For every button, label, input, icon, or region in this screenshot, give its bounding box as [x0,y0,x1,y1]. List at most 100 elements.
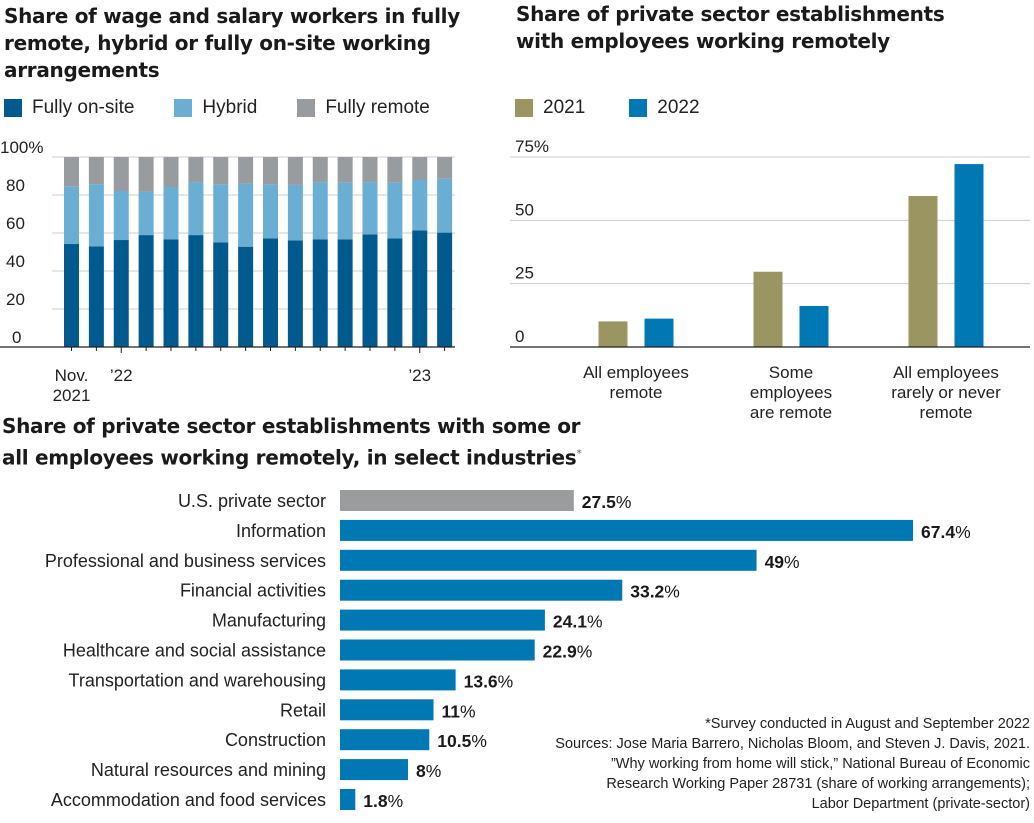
value-number: 27.5 [582,492,616,512]
value-number: 10.5 [437,731,471,751]
bar-segment-hybrid [138,191,154,236]
category-label: Manufacturing [212,611,326,631]
category-label: Accommodation and food services [51,790,326,810]
x-tick-label: ’22 [110,366,133,385]
bar-segment-fully-on-site [263,238,278,347]
bar-segment-fully-on-site [412,230,428,347]
legend-label-2022: 2022 [657,97,700,118]
value-percent-sign: % [616,492,632,512]
bar-segment-fully-on-site [238,246,254,347]
chart1-legend: Fully on-site Hybrid Fully remote [4,97,470,119]
bar-segment-fully-remote [312,157,328,183]
x-category-label: Some [769,363,813,382]
bar-segment-fully-remote [88,157,104,185]
bar-segment-hybrid [412,179,428,231]
bar-segment-fully-on-site [387,238,403,347]
bar-segment-hybrid [312,182,328,240]
bar-2021 [908,196,938,347]
y-tick-label: 50 [515,200,534,219]
bar-segment-fully-remote [387,157,403,183]
x-tick-label: ’23 [408,366,431,385]
bar-segment-fully-remote [263,157,278,185]
bar-segment-hybrid [287,184,303,241]
bar-segment-fully-remote [188,157,204,183]
y-tick-label: 25 [515,264,534,283]
chart1-plot: 0 20 40 60 80 100% Nov.2021 ’22 ’23 [0,138,455,405]
legend-item-hybrid: Hybrid [174,97,257,119]
value-number: 24.1 [553,612,587,632]
y-tick-label: 0 [12,328,21,347]
y-tick-label: 20 [6,290,25,309]
chart3-title-footnote-mark: * [576,447,582,460]
bar [340,699,434,721]
y-tick-label: 80 [6,176,25,195]
value-number: 11 [442,701,461,721]
bar-segment-fully-on-site [437,232,453,347]
y-tick-label: 40 [6,252,25,271]
legend-label-remote: Fully remote [325,97,430,118]
legend-swatch-hybrid [174,99,193,117]
bar-segment-fully-remote [412,157,428,180]
source-line: ”Why working from home will stick,” Nati… [610,756,1030,772]
bar-segment-hybrid [163,187,179,240]
x-tick-label: Nov. [55,366,89,385]
x-category-label: are remote [750,403,832,422]
value-percent-sign: % [577,642,593,662]
bar-segment-fully-remote [138,157,154,192]
bar-segment-fully-remote [337,157,353,183]
value-label: 1.8% [363,791,403,811]
value-percent-sign: % [426,761,442,781]
source-line: Research Working Paper 28731 (share of w… [606,776,1030,792]
bar-segment-fully-remote [437,157,453,179]
category-label: Healthcare and social assistance [63,641,326,661]
bar-segment-fully-on-site [337,239,353,347]
y-tick-label: 75% [515,137,549,156]
y-tick-label: 0 [515,327,524,346]
value-percent-sign: % [471,731,487,751]
bar [340,490,574,511]
x-category-label: All employees [583,363,689,382]
x-category-label: rarely or never [891,383,1001,402]
chart3-title: Share of private sector establishments w… [2,413,592,472]
chart2-legend: 2021 2022 [515,97,740,119]
bar-segment-hybrid [337,182,353,240]
value-label: 10.5% [437,731,487,751]
bar-segment-hybrid [188,182,204,236]
category-label: Construction [225,730,326,750]
x-category-label: employees [750,383,832,402]
bar-2022 [954,164,984,347]
bar-segment-fully-remote [113,157,129,192]
value-label: 67.4% [921,522,971,542]
bar-segment-fully-remote [163,157,179,188]
value-number: 1.8 [363,791,388,811]
bar [340,609,545,631]
value-percent-sign: % [784,552,800,572]
legend-label-hybrid: Hybrid [202,97,258,118]
bar [340,579,623,601]
y-tick-label: 100% [0,138,43,157]
value-label: 8% [416,761,441,781]
bar-segment-fully-on-site [88,246,104,347]
bar-segment-fully-on-site [113,240,129,347]
bar-segment-hybrid [387,182,403,239]
legend-item-onsite: Fully on-site [4,97,134,119]
bar-2022 [799,305,829,347]
x-category-label: remote [920,403,973,422]
bar [340,789,356,810]
bar [340,639,535,661]
value-number: 22.9 [543,642,577,662]
chart2-plot: 0 25 50 75% All employees remote Someemployees… [510,137,1030,422]
value-number: 67.4 [921,522,955,542]
chart3-title-text: Share of private sector establishments w… [2,414,581,470]
category-label: Information [236,521,326,541]
bar-segment-fully-on-site [362,234,378,347]
legend-label-2021: 2021 [543,97,586,118]
value-label: 22.9% [543,642,593,662]
y-tick-label: 60 [6,214,25,233]
bar-segment-fully-remote [362,157,378,183]
category-label: Financial activities [180,581,326,601]
bar-2021 [598,321,628,347]
legend-swatch-2022 [629,99,648,117]
value-number: 13.6 [464,671,498,691]
source-line: Sources: Jose Maria Barrero, Nicholas Bl… [555,736,1030,752]
